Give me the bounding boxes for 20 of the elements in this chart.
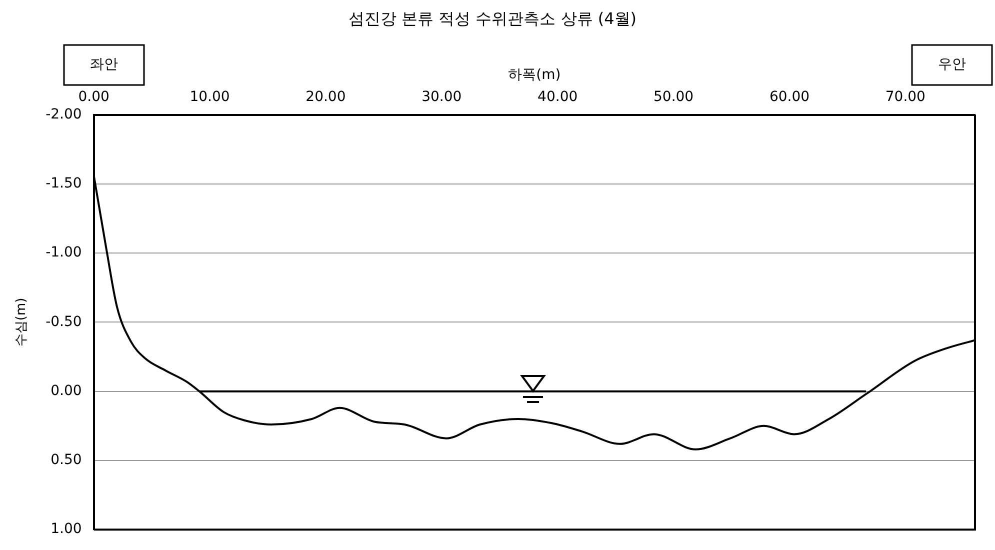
x-tick-label: 60.00 [769, 89, 810, 106]
x-tick-label: 50.00 [654, 89, 694, 106]
x-axis-title: 하폭(m) [508, 67, 561, 84]
y-tick-label: 0.00 [50, 382, 82, 399]
y-tick-label: 1.00 [50, 521, 82, 538]
y-axis-title: 수심(m) [14, 298, 30, 347]
y-tick-label: -1.50 [46, 176, 82, 192]
x-tick-label: 10.00 [190, 89, 230, 106]
x-tick-label: 40.00 [538, 89, 578, 106]
y-tick-label: -0.50 [46, 314, 82, 330]
x-tick-label: 0.00 [78, 89, 110, 106]
y-tick-label: -1.00 [46, 244, 82, 261]
x-tick-label: 20.00 [306, 89, 346, 106]
text: 좌안 [90, 56, 118, 73]
chart-title: 섬진강 본류 적성 수위관측소 상류 (4월) [348, 8, 637, 28]
x-tick-label: 30.00 [422, 89, 462, 106]
y-tick-label: 0.50 [50, 452, 82, 468]
x-tick-label: 70.00 [885, 89, 926, 106]
text: 우안 [938, 56, 966, 73]
y-tick-label: -2.00 [46, 106, 82, 122]
